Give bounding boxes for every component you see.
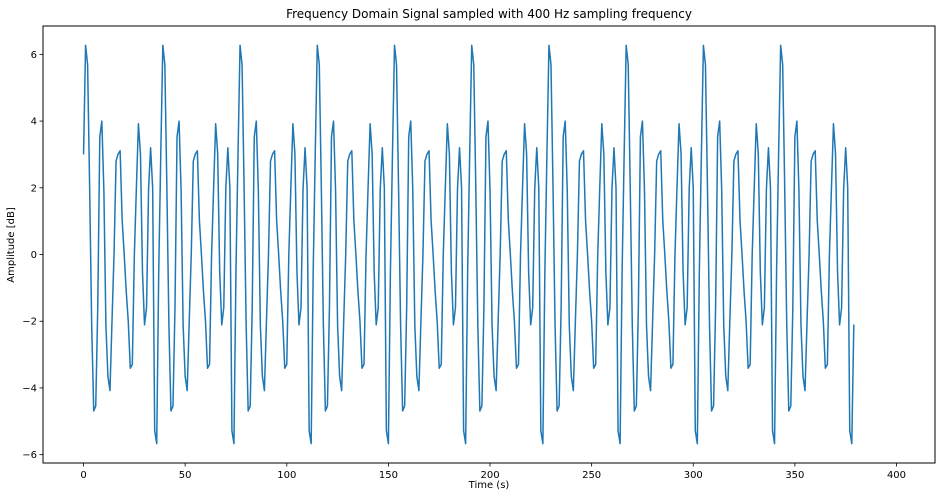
x-tick-label: 150 [379, 470, 398, 481]
chart-title: Frequency Domain Signal sampled with 400… [286, 7, 692, 21]
axes-frame [42, 25, 936, 464]
y-tick-label: −4 [22, 383, 37, 394]
x-tick-label: 250 [582, 470, 601, 481]
y-tick-label: −2 [22, 317, 37, 328]
y-tick-label: 6 [31, 50, 37, 61]
y-tick-label: 0 [31, 250, 37, 261]
x-axis-label: Time (s) [468, 480, 510, 491]
x-tick-label: 100 [277, 470, 296, 481]
x-tick-label: 300 [684, 470, 703, 481]
x-tick-label: 0 [80, 470, 86, 481]
x-tick-label: 350 [785, 470, 804, 481]
x-tick-label: 200 [480, 470, 499, 481]
y-tick-label: −6 [22, 450, 37, 461]
y-tick-label: 2 [31, 183, 37, 194]
x-tick-label: 400 [887, 470, 906, 481]
y-tick-label: 4 [31, 117, 37, 128]
x-tick-label: 50 [179, 470, 192, 481]
y-axis-label: Amplitude [dB] [6, 207, 17, 283]
plot-area [82, 44, 855, 445]
y-axis: −6 −4 −2 0 2 4 6 [22, 50, 43, 461]
series-line [82, 44, 855, 445]
x-axis: 0 50 100 150 200 250 300 350 400 [80, 463, 906, 481]
